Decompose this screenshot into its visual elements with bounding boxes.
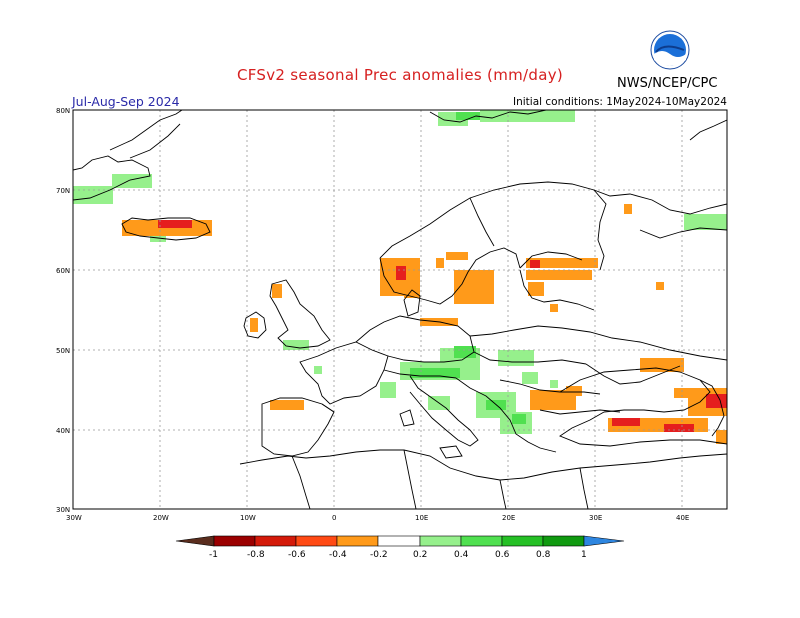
- colorbar-swatch: [501, 535, 544, 547]
- colorbar-swatch: [254, 535, 297, 547]
- lon-label: 0: [332, 514, 336, 522]
- colorbar-swatch: [377, 535, 421, 547]
- colorbar-arrow-low: [175, 535, 215, 547]
- coastlines-and-borders: [73, 110, 727, 509]
- latitude-labels: 80N 70N 60N 50N 40N 30N: [56, 107, 70, 514]
- colorbar-label: 0.2: [413, 550, 427, 560]
- colorbar-label: 1: [581, 550, 587, 560]
- colorbar-swatch: [213, 535, 256, 547]
- colorbar-label: 0.8: [536, 550, 551, 560]
- lon-label: 30E: [589, 514, 602, 522]
- lat-label: 50N: [56, 347, 70, 355]
- dry-anomaly-strong: [158, 220, 727, 432]
- lon-label: 30W: [66, 514, 82, 522]
- colorbar-arrow-high: [583, 535, 625, 547]
- lon-label: 20E: [502, 514, 515, 522]
- map-title: CFSv2 seasonal Prec anomalies (mm/day): [236, 66, 564, 84]
- colorbar: -1 -0.8 -0.6 -0.4 -0.2 0.2 0.4 0.6 0.8 1: [175, 535, 625, 560]
- colorbar-label: -0.8: [247, 550, 265, 560]
- lon-label: 40E: [676, 514, 689, 522]
- lon-label: 10W: [240, 514, 256, 522]
- lat-label: 30N: [56, 506, 70, 514]
- map-frame: [72, 109, 728, 510]
- colorbar-label: -1: [209, 550, 218, 560]
- lat-label: 60N: [56, 267, 70, 275]
- noaa-logo: [650, 30, 690, 70]
- lat-label: 80N: [56, 107, 70, 115]
- lat-label: 70N: [56, 187, 70, 195]
- colorbar-swatch: [419, 535, 462, 547]
- agency-label: NWS/NCEP/CPC: [617, 76, 718, 91]
- colorbar-swatch: [295, 535, 338, 547]
- forecast-period: Jul-Aug-Sep 2024: [72, 94, 180, 109]
- colorbar-swatch: [542, 535, 585, 547]
- lat-label: 40N: [56, 427, 70, 435]
- graticule: [73, 110, 727, 509]
- colorbar-label: -0.6: [288, 550, 306, 560]
- longitude-labels: 30W 20W 10W 0 10E 20E 30E 40E: [66, 514, 689, 522]
- lon-label: 10E: [415, 514, 428, 522]
- dry-anomaly-moderate: [122, 204, 727, 444]
- colorbar-swatch: [336, 535, 379, 547]
- colorbar-label: 0.6: [495, 550, 510, 560]
- initial-conditions: Initial conditions: 1May2024-10May2024: [513, 96, 727, 108]
- colorbar-swatch: [460, 535, 503, 547]
- lon-label: 20W: [153, 514, 169, 522]
- colorbar-label: -0.2: [370, 550, 388, 560]
- colorbar-label: -0.4: [329, 550, 347, 560]
- anomaly-cells: [73, 110, 727, 444]
- colorbar-label: 0.4: [454, 550, 469, 560]
